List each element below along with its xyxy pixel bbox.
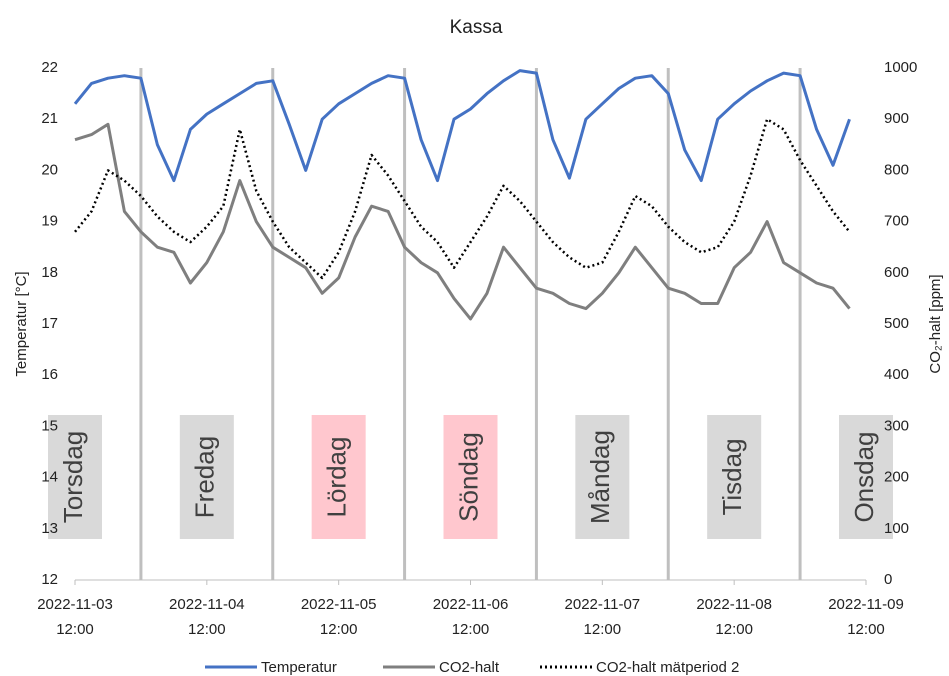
y-tick-label: 19 xyxy=(41,213,58,230)
y2-tick-label: 800 xyxy=(884,161,909,178)
y2-tick-label: 400 xyxy=(884,366,909,383)
day-box xyxy=(48,415,102,539)
day-box xyxy=(179,415,234,539)
legend-label: Temperatur xyxy=(261,659,337,676)
day-box xyxy=(311,415,366,539)
day-label: Lördag xyxy=(322,437,352,518)
day-box xyxy=(443,415,498,539)
y-tick-label: 18 xyxy=(41,264,58,281)
series-line xyxy=(74,122,851,321)
day-label: Söndag xyxy=(453,432,483,522)
y-tick-label: 15 xyxy=(41,417,58,434)
day-box xyxy=(839,415,893,539)
y-axis-label: Temperatur [°C] xyxy=(13,271,30,376)
y2-tick-label: 600 xyxy=(884,264,909,281)
day-label: Fredag xyxy=(190,436,220,518)
series-line xyxy=(73,69,851,183)
day-label: Torsdag xyxy=(58,431,88,524)
y2-tick-label: 900 xyxy=(884,110,909,127)
y2-tick-label: 1000 xyxy=(884,59,917,76)
y2-tick-label: 700 xyxy=(884,213,909,230)
y-tick-label: 13 xyxy=(41,520,58,537)
legend-label: CO2-halt xyxy=(439,659,500,676)
day-box xyxy=(707,415,762,539)
y-tick-label: 12 xyxy=(41,571,58,588)
x-tick-label: 2022-11-06 12:00 xyxy=(433,596,509,638)
x-tick-label: 2022-11-03 12:00 xyxy=(37,596,113,638)
x-tick-label: 2022-11-05 12:00 xyxy=(301,596,377,638)
x-tick-label: 2022-11-04 12:00 xyxy=(169,596,245,638)
x-tick-label: 2022-11-08 12:00 xyxy=(696,596,772,638)
series-line xyxy=(74,117,851,280)
y2-tick-label: 200 xyxy=(884,469,909,486)
x-tick-label: 2022-11-07 12:00 xyxy=(565,596,641,638)
y2-tick-label: 500 xyxy=(884,315,909,332)
y2-tick-label: 0 xyxy=(884,571,892,588)
y2-tick-label: 300 xyxy=(884,417,909,434)
y-tick-label: 17 xyxy=(41,315,58,332)
day-label: Tisdag xyxy=(717,438,747,515)
y-tick-label: 14 xyxy=(41,469,58,486)
day-label: Onsdag xyxy=(849,431,879,522)
legend-label: CO2-halt mätperiod 2 xyxy=(596,659,739,676)
y-tick-label: 20 xyxy=(41,161,58,178)
x-tick-label: 2022-11-09 12:00 xyxy=(828,596,904,638)
y2-tick-label: 100 xyxy=(884,520,909,537)
y-tick-label: 22 xyxy=(41,59,58,76)
y-tick-label: 21 xyxy=(41,110,58,127)
day-label: Måndag xyxy=(585,430,615,524)
chart-title: Kassa xyxy=(450,17,503,38)
y2-axis-label: CO₂-halt [ppm] xyxy=(927,274,944,373)
y-tick-label: 16 xyxy=(41,366,58,383)
day-box xyxy=(575,415,630,539)
